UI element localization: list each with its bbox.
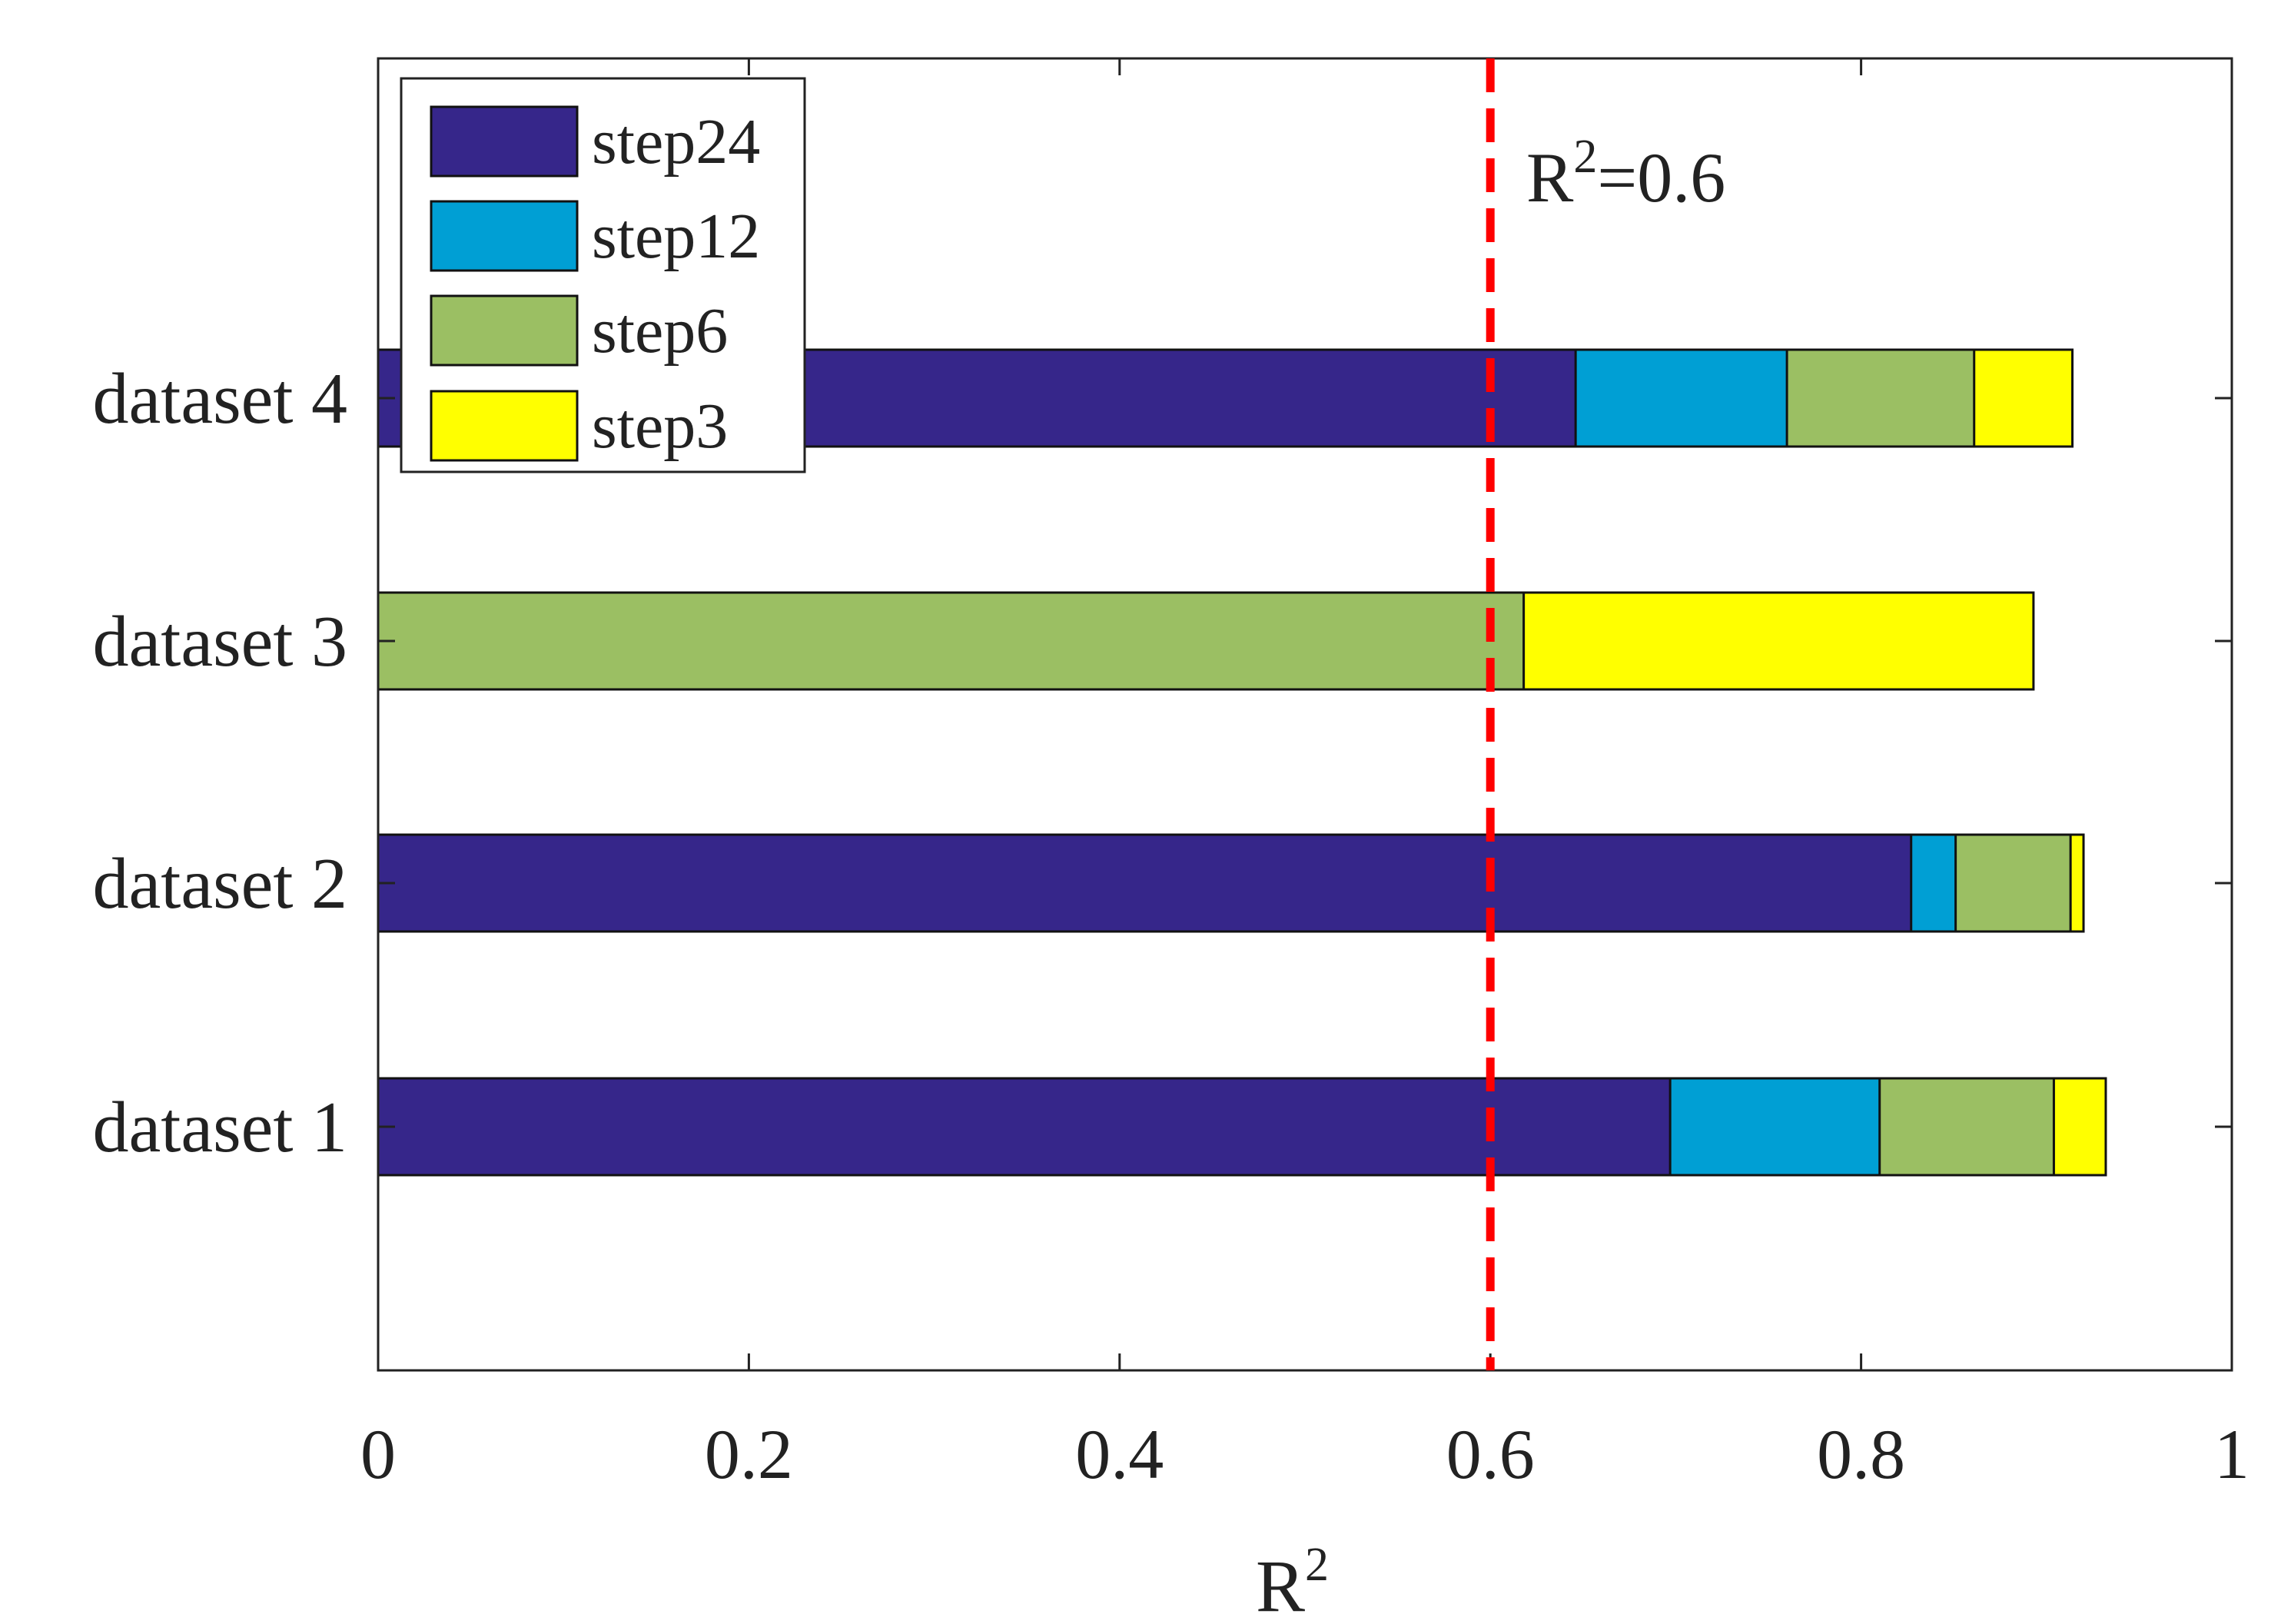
- x-tick-label: 1: [2214, 1415, 2249, 1493]
- legend-swatch-step3: [430, 390, 579, 462]
- y-category-label: dataset 2: [93, 844, 347, 924]
- reference-label-base: R: [1526, 138, 1574, 217]
- reference-line-label: R2=0.6: [1526, 131, 1725, 217]
- y-category-label: dataset 3: [93, 602, 347, 682]
- x-axis-tick-labels: 0 0.2 0.4 0.6 0.8 1: [360, 1415, 2249, 1493]
- reference-label-superscript: 2: [1573, 131, 1597, 183]
- y-axis-category-labels: dataset 1 dataset 2 dataset 3 dataset 4: [93, 359, 347, 1167]
- legend: step24 step12 step6 step3: [400, 77, 806, 473]
- y-category-label: dataset 1: [93, 1088, 347, 1167]
- legend-label-step12: step12: [592, 201, 760, 272]
- bar-step6-dataset-3: [377, 591, 1526, 691]
- legend-swatch-step24: [430, 105, 579, 178]
- legend-label-step24: step24: [592, 106, 760, 178]
- legend-label-step6: step6: [592, 295, 728, 367]
- bars-layer: [377, 348, 2107, 1177]
- x-tick-label: 0: [360, 1415, 396, 1493]
- x-tick-label: 0.6: [1446, 1415, 1535, 1493]
- legend-swatch-step6: [430, 294, 579, 367]
- bar-step24-dataset-2: [377, 833, 1913, 933]
- x-tick-label: 0.4: [1075, 1415, 1164, 1493]
- x-tick-label: 0.8: [1817, 1415, 1905, 1493]
- bar-step24-dataset-1: [377, 1077, 1672, 1177]
- y-category-label: dataset 4: [93, 359, 347, 439]
- x-axis-title: R2: [1256, 1539, 1329, 1624]
- legend-swatch-step12: [430, 200, 579, 272]
- x-axis-title-superscript: 2: [1305, 1539, 1329, 1591]
- reference-label-rest: =0.6: [1597, 138, 1725, 217]
- x-axis-title-base: R: [1256, 1545, 1305, 1624]
- x-tick-label: 0.2: [705, 1415, 793, 1493]
- legend-label-step3: step3: [592, 390, 728, 462]
- plot-frame: [377, 57, 2233, 1372]
